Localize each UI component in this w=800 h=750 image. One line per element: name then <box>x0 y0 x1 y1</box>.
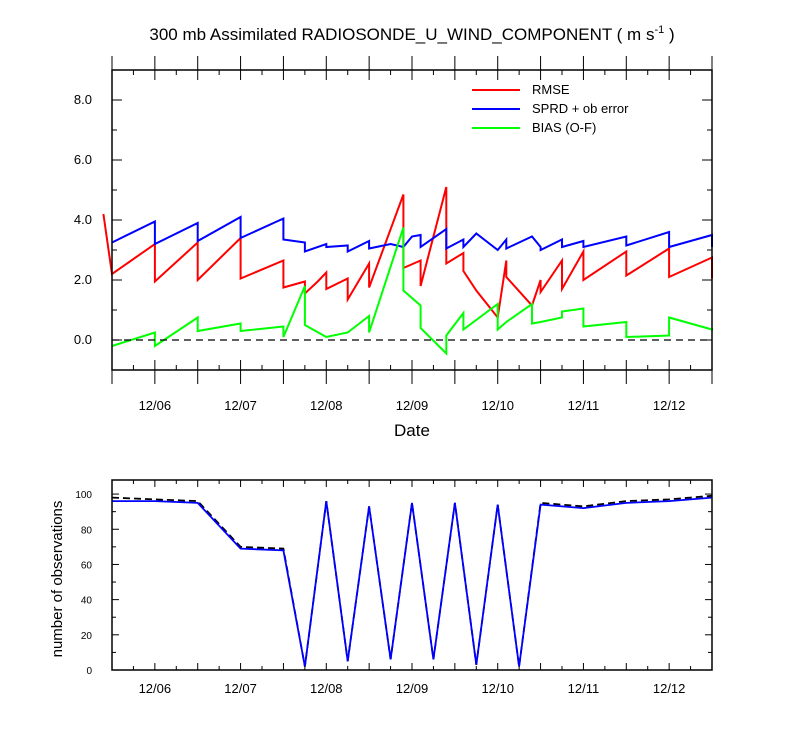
x-tick-label: 12/11 <box>568 681 600 696</box>
x-tick-label: 12/07 <box>224 681 257 696</box>
x-tick-label: 12/12 <box>653 681 686 696</box>
top-series-group <box>102 186 713 356</box>
series-line-rmse <box>102 186 713 320</box>
y-axis-label-observations: number of observations <box>49 501 66 658</box>
y-tick-label: 0.0 <box>74 332 92 347</box>
bottom-x-tick-labels: 12/06 12/07 12/08 12/09 12/10 12/11 12/12 <box>139 681 686 696</box>
top-x-tick-labels: 12/06 12/07 12/08 12/09 12/10 12/11 12/12 <box>139 398 686 413</box>
bottom-series-group <box>111 494 713 667</box>
chart-title-superscript: -1 <box>654 24 664 36</box>
legend: RMSE SPRD + ob error BIAS (O-F) <box>472 82 629 135</box>
x-tick-label: 12/10 <box>481 681 514 696</box>
y-tick-label: 2.0 <box>74 272 92 287</box>
series-line-observations-dashed <box>111 494 713 667</box>
x-axis-label: Date <box>394 421 430 440</box>
top-plot-area: 0.0 2.0 4.0 6.0 8.0 12/06 12/07 12/08 12/09 12/1… <box>74 56 713 413</box>
y-tick-label: 100 <box>75 490 92 501</box>
x-tick-label: 12/06 <box>139 398 172 413</box>
y-tick-label: 8.0 <box>74 92 92 107</box>
y-tick-label: 4.0 <box>74 212 92 227</box>
y-tick-label: 80 <box>81 525 93 536</box>
series-line-sprd-ob-error <box>111 215 713 254</box>
top-y-tick-labels: 0.0 2.0 4.0 6.0 8.0 <box>74 92 92 347</box>
legend-label: BIAS (O-F) <box>532 120 596 135</box>
x-tick-label: 12/08 <box>310 398 343 413</box>
y-tick-label: 40 <box>81 596 93 607</box>
x-tick-label: 12/08 <box>310 681 343 696</box>
bottom-tick-marks <box>111 480 713 671</box>
legend-label: RMSE <box>532 82 570 97</box>
legend-label: SPRD + ob error <box>532 101 629 116</box>
x-tick-label: 12/12 <box>653 398 686 413</box>
y-tick-label: 60 <box>81 560 93 571</box>
x-tick-label: 12/09 <box>396 398 429 413</box>
x-tick-label: 12/11 <box>568 398 600 413</box>
top-tick-marks <box>111 56 713 384</box>
y-tick-label: 6.0 <box>74 152 92 167</box>
x-tick-label: 12/07 <box>224 398 257 413</box>
x-tick-label: 12/06 <box>139 681 172 696</box>
chart-title: 300 mb Assimilated RADIOSONDE_U_WIND_COM… <box>149 24 674 44</box>
x-tick-label: 12/09 <box>396 681 429 696</box>
y-tick-label: 20 <box>81 631 93 642</box>
x-tick-label: 12/10 <box>481 398 514 413</box>
y-tick-label: 0 <box>86 666 92 677</box>
series-line-bias-o-f <box>111 227 713 356</box>
series-line-observations-solid <box>112 496 713 667</box>
bottom-y-tick-labels: 0 20 40 60 80 100 <box>75 490 92 677</box>
